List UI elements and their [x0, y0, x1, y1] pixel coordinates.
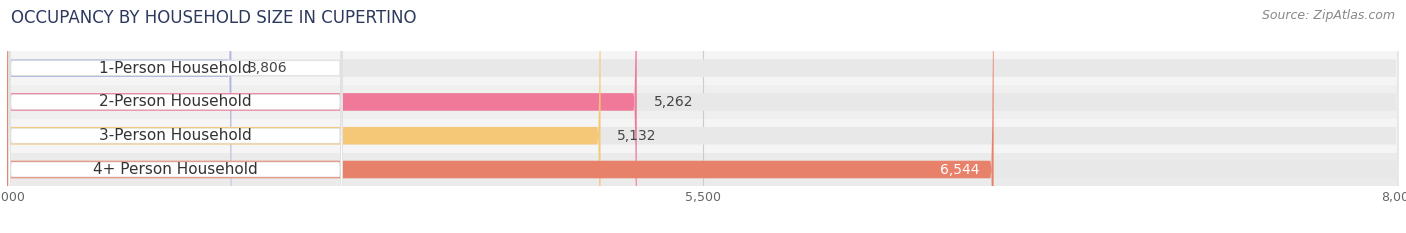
Text: 4+ Person Household: 4+ Person Household — [93, 162, 257, 177]
Text: 1-Person Household: 1-Person Household — [100, 61, 252, 76]
Bar — [7, 51, 1399, 85]
FancyBboxPatch shape — [7, 0, 600, 233]
Text: OCCUPANCY BY HOUSEHOLD SIZE IN CUPERTINO: OCCUPANCY BY HOUSEHOLD SIZE IN CUPERTINO — [11, 9, 416, 27]
FancyBboxPatch shape — [7, 0, 1399, 233]
Text: 6,544: 6,544 — [941, 162, 980, 177]
Text: 5,132: 5,132 — [617, 129, 657, 143]
Bar — [7, 85, 1399, 119]
FancyBboxPatch shape — [7, 0, 1399, 233]
Text: 3-Person Household: 3-Person Household — [98, 128, 252, 143]
Text: 3,806: 3,806 — [247, 61, 288, 75]
FancyBboxPatch shape — [7, 0, 994, 233]
Text: Source: ZipAtlas.com: Source: ZipAtlas.com — [1261, 9, 1395, 22]
FancyBboxPatch shape — [8, 0, 343, 233]
FancyBboxPatch shape — [7, 0, 637, 233]
FancyBboxPatch shape — [8, 0, 343, 233]
FancyBboxPatch shape — [7, 0, 232, 233]
Text: 2-Person Household: 2-Person Household — [100, 94, 252, 110]
FancyBboxPatch shape — [8, 0, 343, 233]
FancyBboxPatch shape — [7, 0, 1399, 233]
Text: 5,262: 5,262 — [654, 95, 693, 109]
FancyBboxPatch shape — [8, 0, 343, 233]
Bar — [7, 153, 1399, 186]
FancyBboxPatch shape — [7, 0, 1399, 233]
Bar — [7, 119, 1399, 153]
